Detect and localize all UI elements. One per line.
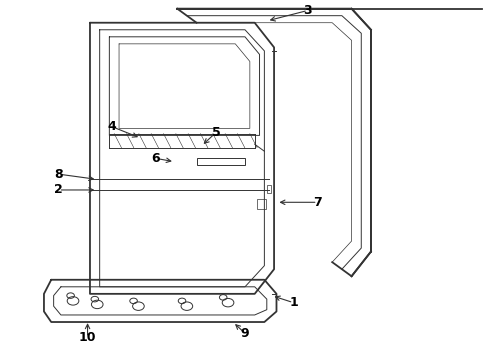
Bar bbox=[267, 185, 270, 193]
Text: 8: 8 bbox=[54, 168, 63, 181]
Bar bbox=[196, 158, 245, 165]
Text: 2: 2 bbox=[54, 184, 63, 197]
Text: 10: 10 bbox=[79, 331, 97, 345]
Text: 6: 6 bbox=[151, 152, 160, 165]
Text: 1: 1 bbox=[289, 296, 298, 309]
Text: 9: 9 bbox=[241, 327, 249, 340]
Text: 3: 3 bbox=[304, 4, 312, 17]
Text: 5: 5 bbox=[212, 126, 220, 139]
Text: 4: 4 bbox=[107, 120, 116, 133]
Text: 7: 7 bbox=[313, 196, 322, 209]
Bar bbox=[257, 199, 266, 209]
